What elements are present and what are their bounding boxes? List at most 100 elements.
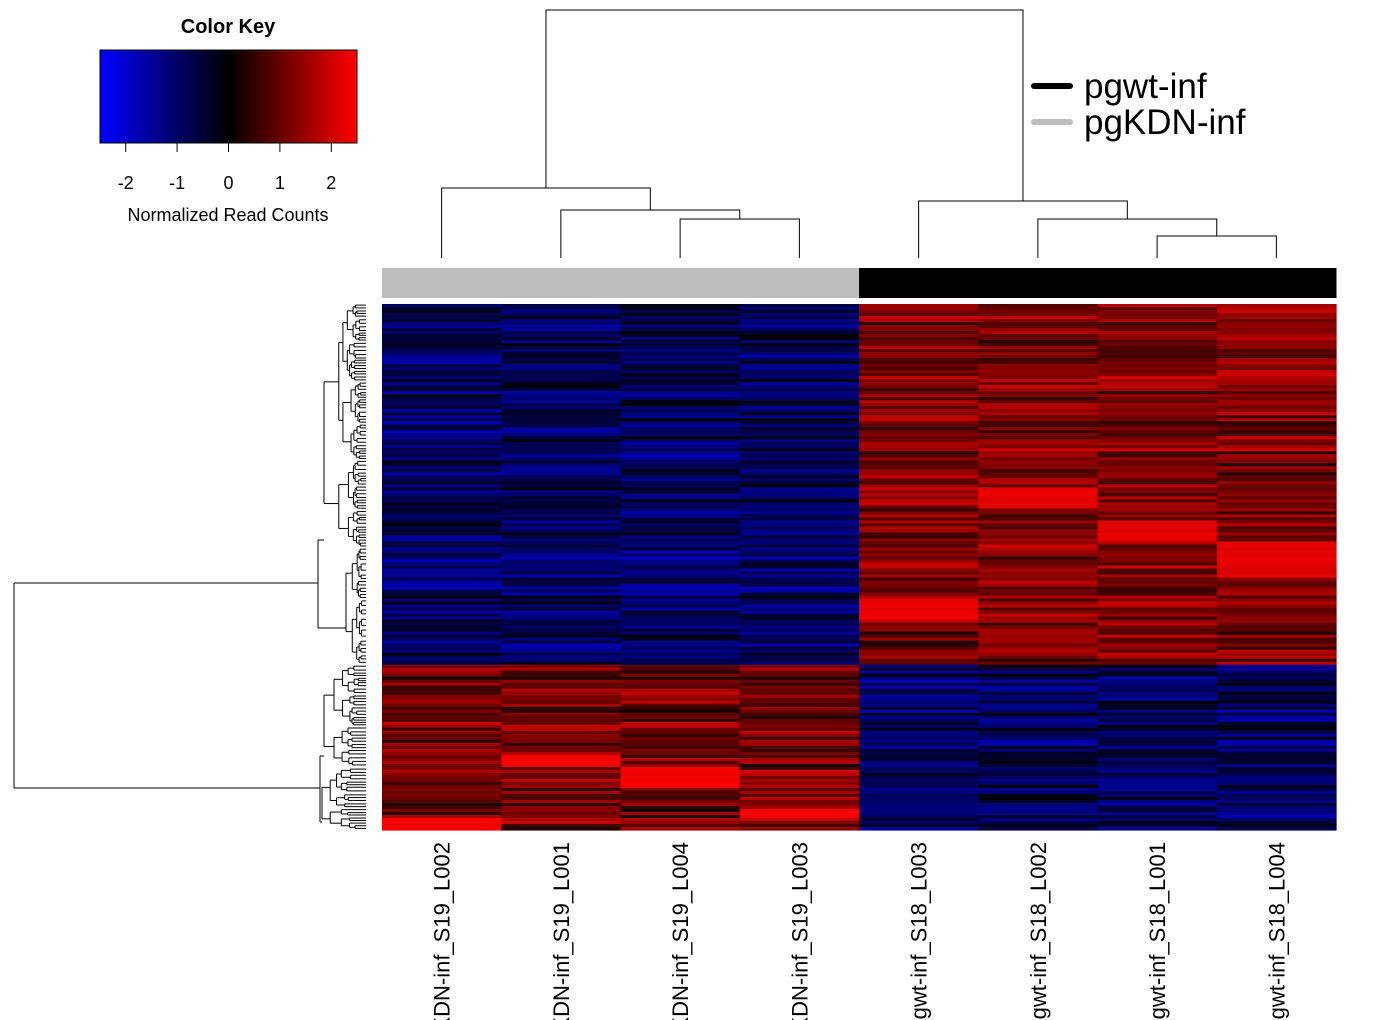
heatmap-cell <box>501 571 622 576</box>
heatmap-cell <box>739 733 860 738</box>
heatmap-cell <box>382 676 502 681</box>
heatmap-cell <box>739 616 860 621</box>
heatmap-cell <box>620 763 741 768</box>
heatmap-cell <box>501 592 622 597</box>
heatmap-cell <box>978 373 1099 377</box>
heatmap-cell <box>620 616 741 621</box>
heatmap-cell <box>1216 721 1337 726</box>
heatmap-cell <box>620 547 741 552</box>
heatmap-cell <box>739 718 860 723</box>
heatmap-cell <box>620 697 741 702</box>
heatmap-cell <box>382 460 502 464</box>
heatmap-cell <box>859 304 979 308</box>
heatmap-cell <box>1216 679 1337 684</box>
heatmap-cell <box>859 502 979 506</box>
heatmap-cell <box>620 556 741 561</box>
heatmap-cell <box>1097 562 1218 567</box>
heatmap-cell <box>382 706 502 711</box>
heatmap-cell <box>1216 631 1337 636</box>
heatmap-cell <box>620 805 741 810</box>
heatmap-cell <box>859 826 979 831</box>
heatmap-cell <box>739 562 860 567</box>
heatmap-cell <box>1097 424 1218 428</box>
heatmap-cell <box>1216 817 1337 822</box>
heatmap-cell <box>859 358 979 362</box>
heatmap-cell <box>739 367 860 371</box>
heatmap-cell <box>501 577 622 582</box>
heatmap-cell <box>1097 721 1218 726</box>
heatmap-cell <box>1216 358 1337 362</box>
heatmap-cell <box>978 739 1099 744</box>
heatmap-cell <box>1097 418 1218 422</box>
heatmap-cell <box>620 607 741 612</box>
heatmap-cell <box>382 310 502 314</box>
heatmap-cell <box>978 412 1099 416</box>
heatmap-cell <box>1216 733 1337 738</box>
heatmap-cell <box>382 439 502 443</box>
heatmap-cell <box>1216 628 1337 633</box>
heatmap-cell <box>382 400 502 404</box>
heatmap-cell <box>978 571 1099 576</box>
group-bar-cell <box>859 268 979 298</box>
heatmap-cell <box>382 748 502 753</box>
heatmap-cell <box>978 535 1099 540</box>
heatmap-cell <box>620 808 741 813</box>
heatmap-cell <box>859 748 979 753</box>
heatmap-cell <box>739 322 860 326</box>
heatmap-cell <box>620 658 741 663</box>
heatmap-cell <box>739 757 860 762</box>
heatmap-cell <box>620 706 741 711</box>
heatmap-cell <box>978 658 1099 663</box>
heatmap-cell <box>501 565 622 570</box>
heatmap-cell <box>978 796 1099 801</box>
heatmap-cell <box>501 823 622 828</box>
heatmap-cell <box>978 814 1099 819</box>
heatmap-cell <box>978 349 1099 353</box>
heatmap-cell <box>620 718 741 723</box>
heatmap-cell <box>978 733 1099 738</box>
heatmap-cell <box>1216 826 1337 831</box>
heatmap-cell <box>739 574 860 579</box>
heatmap-cell <box>739 649 860 654</box>
heatmap-cell <box>978 808 1099 813</box>
heatmap-cell <box>620 739 741 744</box>
heatmap-cell <box>978 490 1099 494</box>
heatmap-cell <box>501 649 622 654</box>
heatmap-cell <box>620 589 741 594</box>
heatmap-cell <box>620 721 741 726</box>
heatmap-cell <box>382 646 502 651</box>
heatmap-cell <box>739 814 860 819</box>
heatmap-cell <box>739 568 860 573</box>
heatmap-cell <box>382 625 502 630</box>
heatmap-cell <box>1216 727 1337 732</box>
heatmap-cell <box>382 571 502 576</box>
heatmap-cell <box>978 424 1099 428</box>
heatmap-cell <box>739 448 860 452</box>
heatmap-cell <box>739 532 860 537</box>
heatmap-cell <box>978 448 1099 452</box>
heatmap-cell <box>739 694 860 699</box>
heatmap-cell <box>620 784 741 789</box>
heatmap-cell <box>978 370 1099 374</box>
heatmap-cell <box>620 793 741 798</box>
heatmap-cell <box>859 634 979 639</box>
heatmap-cell <box>620 322 741 326</box>
heatmap-cell <box>1097 691 1218 696</box>
heatmap-cell <box>739 466 860 470</box>
heatmap-cell <box>1216 457 1337 461</box>
heatmap-cell <box>382 457 502 461</box>
heatmap-cell <box>1097 373 1218 377</box>
heatmap-cell <box>978 694 1099 699</box>
heatmap-cell <box>978 307 1099 311</box>
heatmap-cell <box>859 592 979 597</box>
heatmap-cell <box>859 577 979 582</box>
heatmap-cell <box>1216 466 1337 470</box>
heatmap-cell <box>978 460 1099 464</box>
heatmap-cell <box>739 673 860 678</box>
heatmap-cell <box>739 754 860 759</box>
heatmap-cell <box>859 562 979 567</box>
heatmap-cell <box>620 418 741 422</box>
heatmap-cell <box>1097 790 1218 795</box>
heatmap-cell <box>859 715 979 720</box>
heatmap-cell <box>1216 538 1337 543</box>
